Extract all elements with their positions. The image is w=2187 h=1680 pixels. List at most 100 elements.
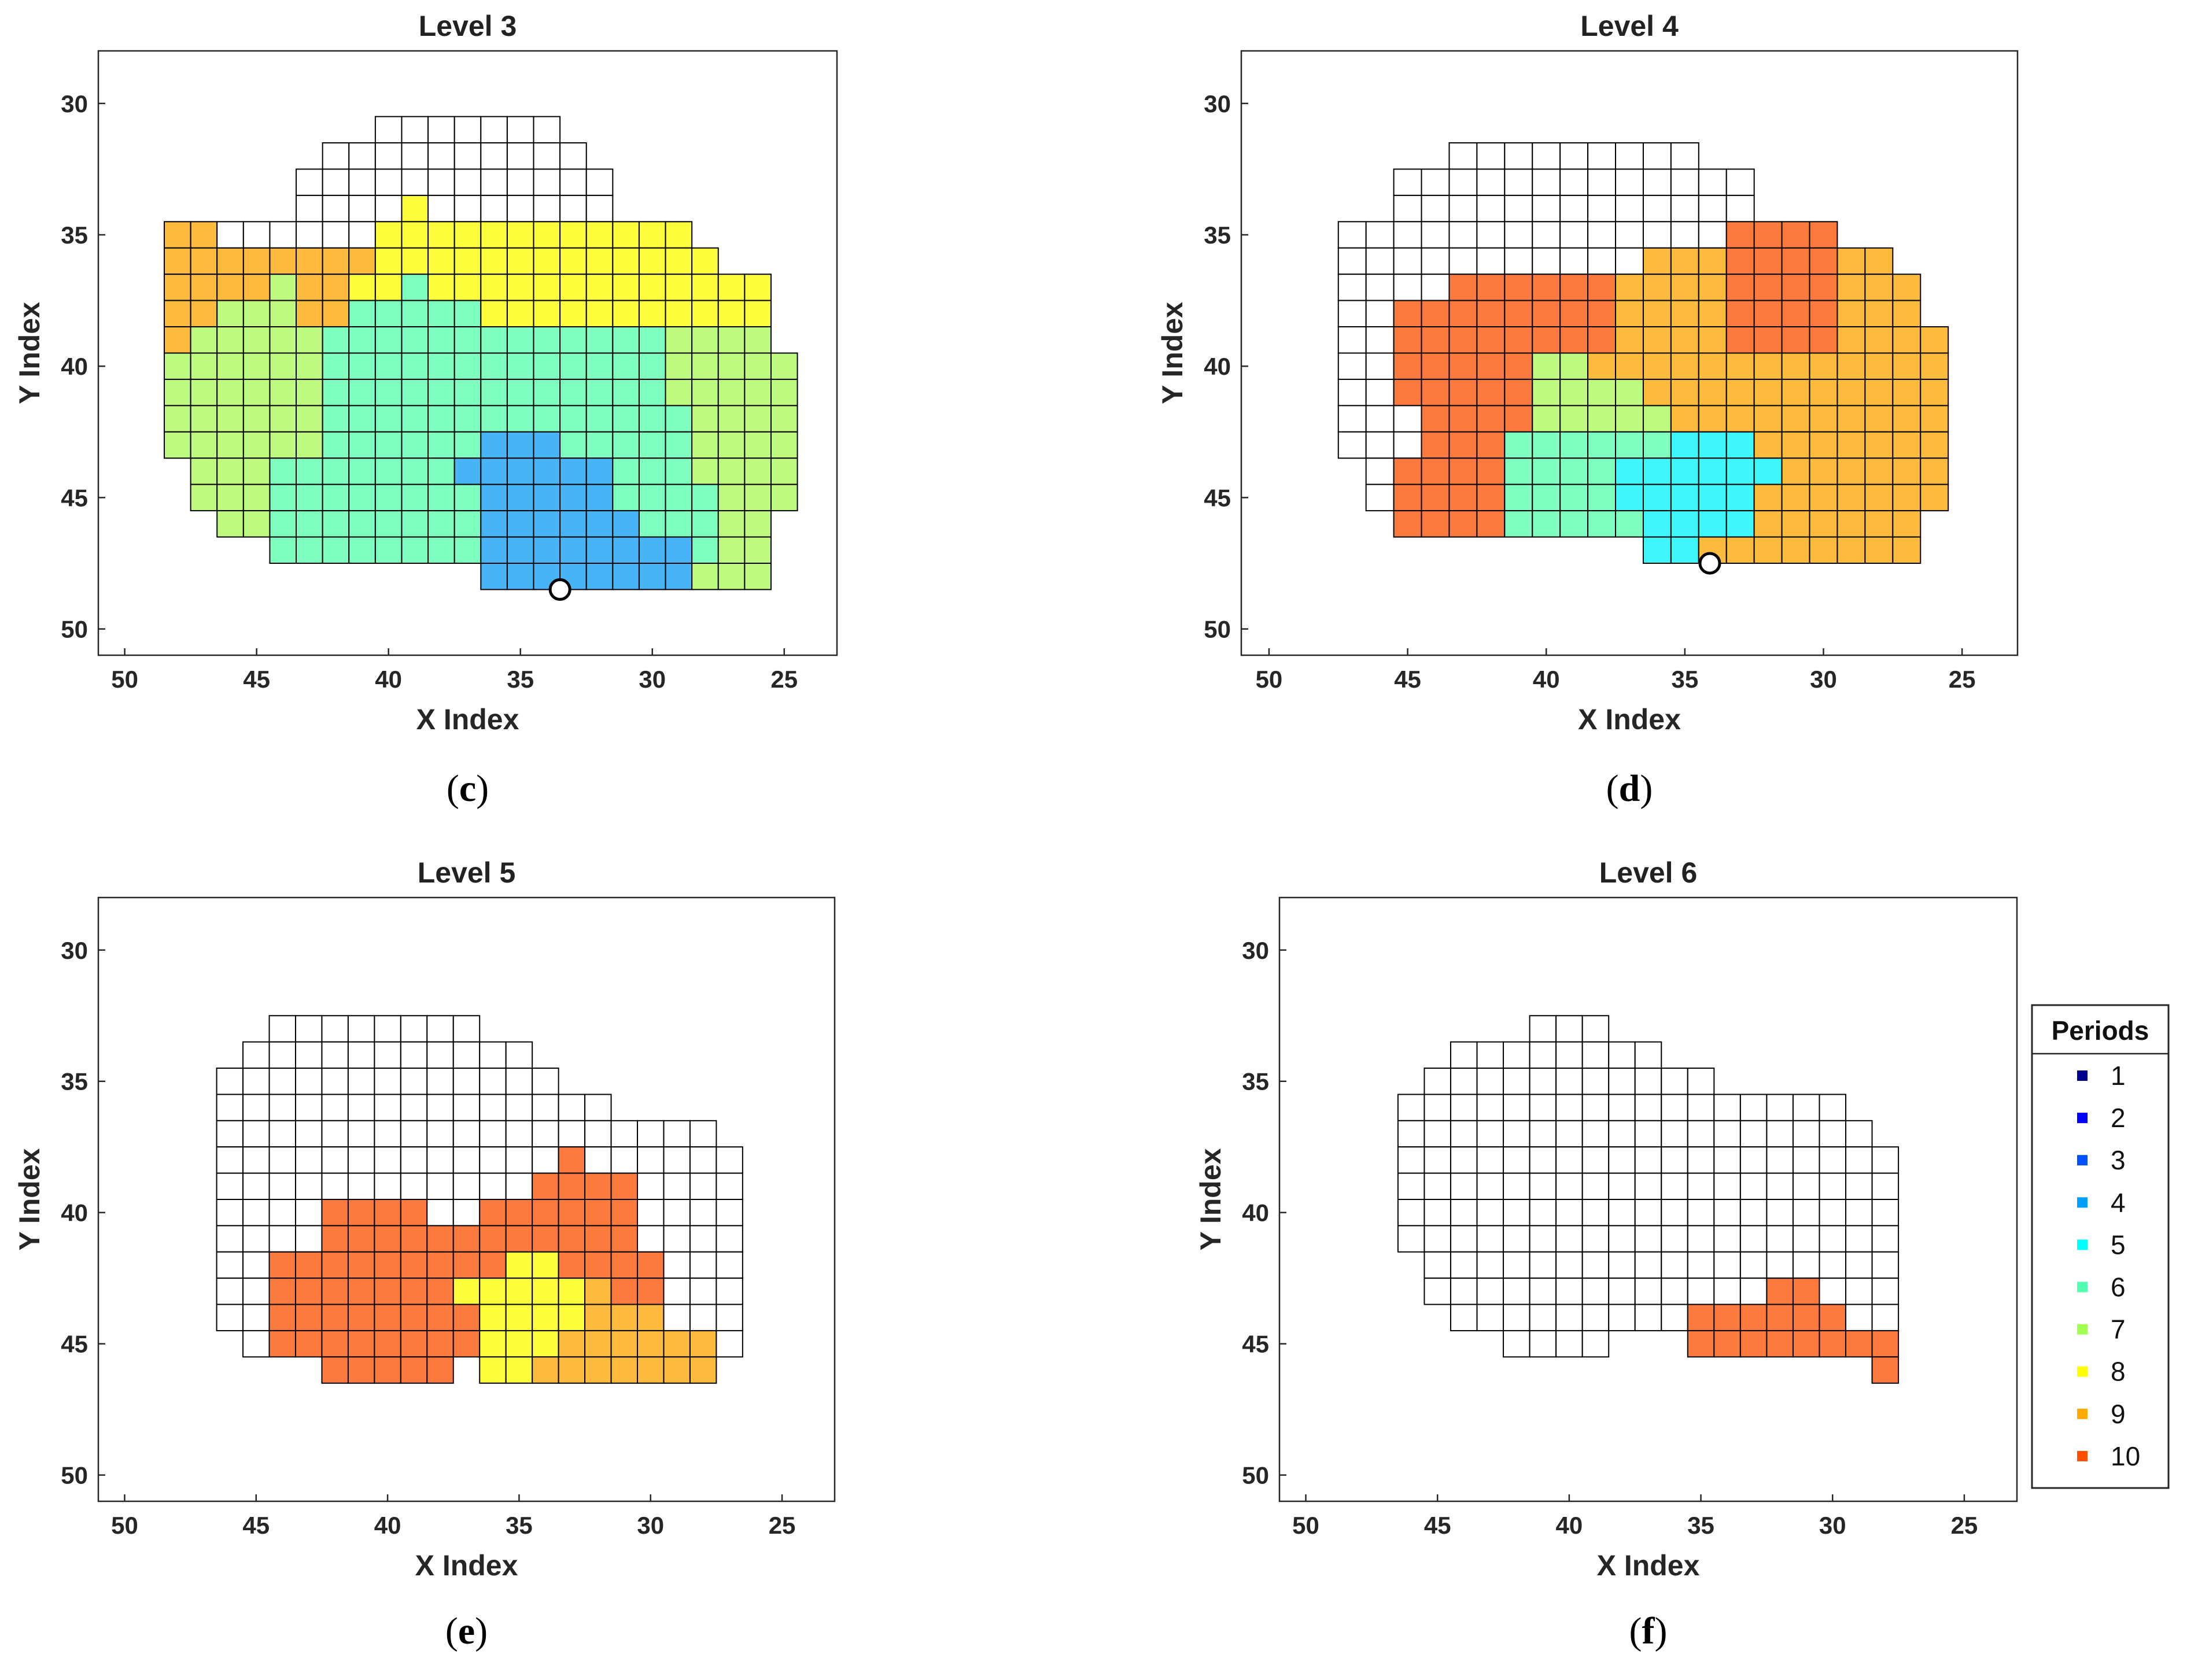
cell-empty bbox=[1661, 1199, 1688, 1227]
cell-period-10 bbox=[1819, 1330, 1847, 1358]
cell-period-7 bbox=[242, 405, 271, 433]
cell-period-7 bbox=[164, 431, 191, 459]
cell-period-6 bbox=[638, 352, 666, 380]
cell-period-6 bbox=[374, 510, 403, 538]
cell-empty bbox=[1555, 1304, 1583, 1331]
cell-period-7 bbox=[269, 378, 297, 407]
cell-period-7 bbox=[691, 405, 719, 433]
cell-period-7 bbox=[296, 405, 323, 433]
cell-period-7 bbox=[1559, 352, 1589, 380]
y-tick-label: 50 bbox=[61, 1462, 88, 1489]
cell-period-10 bbox=[558, 1199, 586, 1227]
cell-period-4 bbox=[480, 510, 508, 538]
cell-empty bbox=[1687, 1068, 1715, 1095]
cell-empty bbox=[1819, 1225, 1847, 1253]
cell-empty bbox=[506, 116, 534, 144]
cell-empty bbox=[242, 1120, 270, 1148]
cell-empty bbox=[347, 1172, 375, 1200]
cell-period-8 bbox=[453, 274, 482, 301]
cell-empty bbox=[1504, 221, 1533, 249]
cell-period-9 bbox=[1836, 300, 1866, 328]
cell-empty bbox=[1739, 1251, 1768, 1279]
legend-entry-label: 10 bbox=[2111, 1441, 2140, 1471]
cell-period-10 bbox=[1809, 221, 1838, 249]
cell-period-9 bbox=[1836, 536, 1866, 564]
cell-empty bbox=[1555, 1041, 1583, 1069]
cell-period-10 bbox=[347, 1304, 375, 1331]
cell-empty bbox=[294, 1172, 323, 1200]
cell-empty bbox=[1725, 194, 1755, 223]
cell-empty bbox=[426, 1199, 454, 1227]
cell-empty bbox=[242, 1277, 270, 1305]
cell-period-8 bbox=[453, 247, 482, 275]
cell-period-9 bbox=[348, 247, 376, 275]
cell-period-9 bbox=[1670, 300, 1699, 328]
cell-period-10 bbox=[532, 1199, 559, 1227]
cell-period-10 bbox=[400, 1304, 428, 1331]
cell-period-9 bbox=[1920, 378, 1949, 407]
cell-period-10 bbox=[532, 1225, 559, 1253]
cell-empty bbox=[1476, 1225, 1504, 1253]
grid-cells bbox=[1337, 142, 1949, 564]
cell-empty bbox=[1608, 1199, 1636, 1227]
cell-period-10 bbox=[400, 1199, 428, 1227]
cell-empty bbox=[532, 1094, 559, 1121]
cell-period-9 bbox=[1809, 536, 1838, 564]
cell-period-10 bbox=[1448, 274, 1478, 301]
cell-period-9 bbox=[1753, 431, 1783, 459]
cell-period-10 bbox=[558, 1146, 586, 1174]
cell-empty bbox=[1819, 1172, 1847, 1200]
cell-empty bbox=[1555, 1330, 1583, 1358]
cell-period-10 bbox=[1504, 326, 1533, 354]
y-tick-label: 45 bbox=[1204, 484, 1231, 511]
cell-period-6 bbox=[585, 352, 614, 380]
cell-empty bbox=[1559, 247, 1589, 275]
cell-period-10 bbox=[400, 1277, 428, 1305]
cell-period-9 bbox=[1864, 405, 1894, 433]
cell-period-4 bbox=[585, 510, 614, 538]
cell-period-6 bbox=[1642, 431, 1672, 459]
cell-period-10 bbox=[294, 1330, 323, 1358]
cell-empty bbox=[1581, 1068, 1610, 1095]
cell-period-9 bbox=[1725, 405, 1755, 433]
cell-empty bbox=[1476, 1146, 1504, 1174]
cell-period-10 bbox=[1448, 352, 1478, 380]
cell-empty bbox=[1634, 1225, 1662, 1253]
cell-period-6 bbox=[374, 536, 403, 564]
cell-period-6 bbox=[1504, 457, 1533, 485]
cell-empty bbox=[1845, 1277, 1873, 1305]
y-tick-label: 30 bbox=[1242, 937, 1269, 964]
cell-empty bbox=[216, 1094, 244, 1121]
cell-empty bbox=[1529, 1015, 1557, 1043]
cell-empty bbox=[663, 1225, 691, 1253]
cell-empty bbox=[689, 1277, 717, 1305]
cell-empty bbox=[637, 1120, 665, 1148]
caption-letter: f bbox=[1642, 1610, 1655, 1652]
cell-empty bbox=[506, 194, 534, 223]
cell-empty bbox=[479, 1041, 507, 1069]
cell-period-10 bbox=[1559, 326, 1589, 354]
cell-period-7 bbox=[770, 483, 798, 512]
cell-empty bbox=[1792, 1120, 1820, 1148]
cell-period-9 bbox=[1892, 431, 1922, 459]
y-tick-label: 35 bbox=[61, 221, 88, 249]
cell-period-10 bbox=[1504, 274, 1533, 301]
cell-period-7 bbox=[216, 483, 244, 512]
cell-period-6 bbox=[374, 326, 403, 354]
cell-empty bbox=[533, 168, 561, 196]
caption-letter: c bbox=[459, 767, 476, 810]
x-tick-label: 25 bbox=[1951, 1512, 1978, 1539]
cell-empty bbox=[1608, 1094, 1636, 1121]
cell-empty bbox=[1713, 1146, 1741, 1174]
cell-period-10 bbox=[1587, 274, 1617, 301]
cell-empty bbox=[1792, 1199, 1820, 1227]
cell-period-4 bbox=[480, 483, 508, 512]
cell-period-4 bbox=[506, 483, 534, 512]
cell-empty bbox=[1337, 326, 1367, 354]
cell-period-10 bbox=[1421, 510, 1450, 538]
cell-empty bbox=[610, 1146, 639, 1174]
cell-empty bbox=[1871, 1172, 1900, 1200]
cell-period-9 bbox=[1892, 405, 1922, 433]
legend-box bbox=[2031, 1004, 2170, 1489]
cell-period-10 bbox=[1845, 1330, 1873, 1358]
